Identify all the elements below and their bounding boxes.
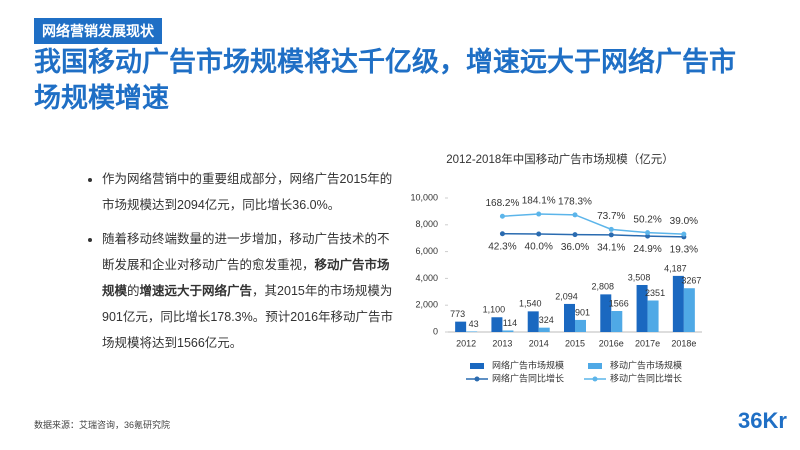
bar <box>611 311 623 332</box>
line-label: 24.9% <box>633 244 661 255</box>
bar-label: 1,100 <box>483 305 506 315</box>
line <box>502 213 684 235</box>
bullet-list: 作为网络营销中的重要组成部分，网络广告2015年的市场规模达到2094亿元，同比… <box>84 166 394 364</box>
bar <box>527 311 539 332</box>
bar <box>466 331 478 332</box>
bullet-text: 增速远大于网络广告 <box>139 284 253 298</box>
line-marker <box>608 232 614 238</box>
bar <box>647 300 659 332</box>
line-marker <box>499 231 505 237</box>
x-tick-label: 2016e <box>599 338 624 348</box>
bar-label: 114 <box>503 318 517 328</box>
bullet: 作为网络营销中的重要组成部分，网络广告2015年的市场规模达到2094亿元，同比… <box>102 166 394 218</box>
y-tick-label: 0 <box>433 326 438 336</box>
bar <box>455 321 467 332</box>
bar-label: 1566 <box>609 298 629 308</box>
line-label: 39.0% <box>670 216 698 227</box>
bar-label: 324 <box>539 315 554 325</box>
x-tick-label: 2014 <box>529 338 549 348</box>
bar-label: 773 <box>450 309 465 319</box>
bar-label: 901 <box>575 307 590 317</box>
chart-title: 2012-2018年中国移动广告市场规模（亿元） <box>446 152 674 166</box>
section-tag: 网络营销发展现状 <box>34 18 162 44</box>
x-tick-label: 2015 <box>565 338 585 348</box>
legend-label: 移动广告同比增长 <box>610 372 682 383</box>
line-label: 19.3% <box>670 245 698 256</box>
line-label: 178.3% <box>558 197 592 208</box>
bar <box>564 303 575 332</box>
bar-label: 2351 <box>645 288 665 298</box>
x-tick-label: 2018e <box>671 338 696 348</box>
legend-swatch <box>474 376 480 382</box>
y-tick-label: 8,000 <box>415 219 438 229</box>
slide-title: 我国移动广告市场规模将达千亿级，增速远大于网络广告市场规模增速 <box>34 47 736 113</box>
bar-label: 4,187 <box>664 263 687 273</box>
legend-swatch <box>592 376 598 382</box>
line-label: 36.0% <box>561 242 589 253</box>
line <box>502 232 684 238</box>
bar <box>502 330 514 332</box>
bar-label: 43 <box>469 319 479 329</box>
legend-swatch <box>588 363 602 369</box>
legend-label: 移动广告市场规模 <box>610 359 682 370</box>
line-marker <box>608 226 614 232</box>
line-marker <box>572 212 578 218</box>
line-label: 168.2% <box>485 198 519 209</box>
bar <box>575 319 586 332</box>
bar <box>600 294 612 332</box>
bullet-text: 随着移动终端数量的进一步增加，移动广告技术的不断发展和企业对移动广告的愈发重视， <box>102 232 390 272</box>
line-label: 50.2% <box>633 214 661 225</box>
y-tick-label: 4,000 <box>415 273 438 283</box>
bar-label: 1,540 <box>519 299 542 309</box>
y-tick-label: 10,000 <box>410 192 438 202</box>
bullet-text: 作为网络营销中的重要组成部分，网络广告2015年的市场规模达到2094亿元，同比… <box>102 172 393 212</box>
line-label: 40.0% <box>525 242 553 253</box>
bullet: 随着移动终端数量的进一步增加，移动广告技术的不断发展和企业对移动广告的愈发重视，… <box>102 226 394 356</box>
legend-label: 网络广告同比增长 <box>492 372 564 383</box>
bar <box>672 275 684 332</box>
line-marker <box>681 231 687 237</box>
line-marker <box>536 231 542 237</box>
line-marker <box>645 233 651 239</box>
x-tick-label: 2017e <box>635 338 660 348</box>
line-label: 184.1% <box>522 196 556 207</box>
bullet-text: ，其2015年的市场规模为901亿元，同比增长178.3%。预计2016年移动广… <box>102 284 394 350</box>
line-marker <box>499 213 505 219</box>
bar <box>636 284 648 332</box>
line-label: 34.1% <box>597 242 625 253</box>
logo: 36Kr <box>738 408 787 433</box>
bullet-text: 的 <box>127 284 140 298</box>
line-label: 73.7% <box>597 211 625 222</box>
y-tick-label: 2,000 <box>415 300 438 310</box>
bar-label: 2,094 <box>555 291 578 301</box>
bar <box>538 327 550 332</box>
bar-label: 3,508 <box>628 272 651 282</box>
line-marker <box>645 230 651 236</box>
legend-label: 网络广告市场规模 <box>492 359 564 370</box>
legend-swatch <box>470 363 484 369</box>
x-tick-label: 2012 <box>456 338 476 348</box>
bullet-text: 移动广告市场规模 <box>102 258 390 298</box>
line-marker <box>536 211 542 217</box>
bar-label: 2,808 <box>592 282 615 292</box>
bar-label: 3267 <box>681 276 701 286</box>
line-marker <box>572 232 578 238</box>
source-note: 数据来源：艾瑞咨询，36氪研究院 <box>34 420 171 430</box>
bar <box>683 288 695 332</box>
x-tick-label: 2013 <box>492 338 512 348</box>
line-label: 42.3% <box>488 241 516 252</box>
y-tick-label: 6,000 <box>415 246 438 256</box>
bar <box>491 317 503 332</box>
